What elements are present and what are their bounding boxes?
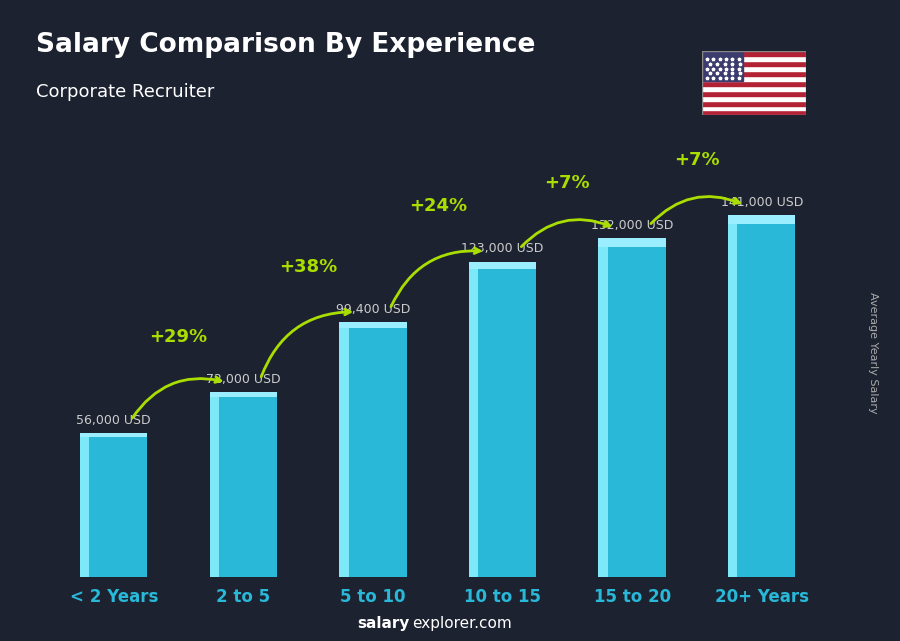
Bar xyxy=(598,238,666,577)
Bar xyxy=(469,262,478,577)
Bar xyxy=(80,433,148,577)
Bar xyxy=(210,392,277,577)
Bar xyxy=(702,101,806,106)
Text: +24%: +24% xyxy=(409,197,467,215)
Bar xyxy=(598,238,666,247)
Bar xyxy=(339,322,407,577)
Text: 72,000 USD: 72,000 USD xyxy=(206,373,281,386)
Text: 132,000 USD: 132,000 USD xyxy=(591,219,673,232)
Text: +7%: +7% xyxy=(674,151,720,169)
Bar xyxy=(702,76,806,81)
Text: explorer.com: explorer.com xyxy=(412,617,512,631)
Bar xyxy=(469,262,536,577)
Bar xyxy=(598,238,608,577)
Bar xyxy=(702,51,743,81)
Bar xyxy=(728,215,737,577)
Text: +29%: +29% xyxy=(149,328,208,346)
Bar xyxy=(702,71,806,76)
Bar xyxy=(702,66,806,71)
Text: Salary Comparison By Experience: Salary Comparison By Experience xyxy=(36,32,536,58)
Bar xyxy=(339,322,407,328)
Bar xyxy=(728,215,796,224)
Text: 141,000 USD: 141,000 USD xyxy=(721,196,803,209)
Bar xyxy=(702,96,806,101)
Bar xyxy=(702,51,806,56)
Bar xyxy=(210,392,219,577)
Bar xyxy=(702,110,806,115)
Text: 99,400 USD: 99,400 USD xyxy=(336,303,410,315)
Text: salary: salary xyxy=(357,617,410,631)
Text: Corporate Recruiter: Corporate Recruiter xyxy=(36,83,214,101)
Text: +38%: +38% xyxy=(279,258,338,276)
Text: 123,000 USD: 123,000 USD xyxy=(462,242,544,255)
Text: 56,000 USD: 56,000 USD xyxy=(76,414,151,427)
Bar xyxy=(80,433,148,437)
Text: +7%: +7% xyxy=(544,174,590,192)
Bar xyxy=(80,433,89,577)
Bar xyxy=(702,56,806,61)
Bar xyxy=(702,61,806,66)
Bar xyxy=(339,322,348,577)
Bar xyxy=(702,86,806,91)
Text: Average Yearly Salary: Average Yearly Salary xyxy=(868,292,878,413)
Bar xyxy=(702,91,806,96)
Bar xyxy=(469,262,536,269)
Bar xyxy=(728,215,796,577)
Bar xyxy=(702,106,806,110)
Bar xyxy=(702,81,806,86)
Bar xyxy=(210,392,277,397)
